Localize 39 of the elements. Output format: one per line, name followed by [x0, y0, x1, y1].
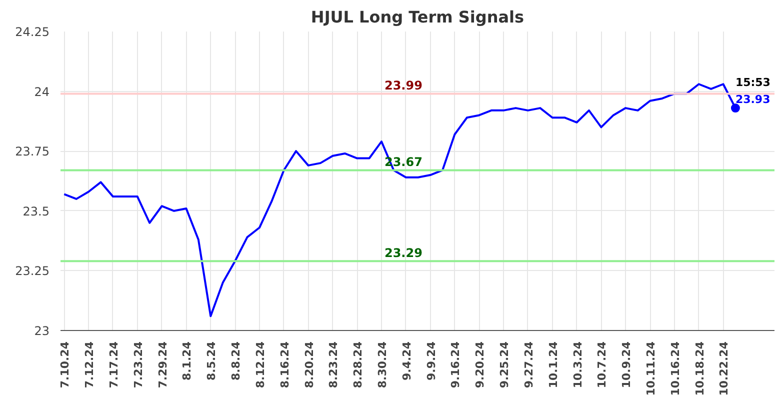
x-tick-label: 7.12.24 — [83, 341, 96, 388]
x-tick-label: 9.27.24 — [522, 341, 536, 388]
x-tick-label: 10.1.24 — [546, 341, 560, 388]
annotation: 23.93 — [735, 93, 770, 106]
annotation: 15:53 — [735, 76, 770, 90]
x-tick-label: 8.8.24 — [230, 341, 243, 380]
x-tick-label: 10.3.24 — [571, 341, 584, 388]
x-tick-label: 10.18.24 — [693, 341, 706, 396]
x-tick-label: 10.11.24 — [644, 341, 658, 396]
y-tick-label: 23.5 — [22, 204, 50, 218]
x-tick-label: 8.30.24 — [376, 341, 389, 388]
y-tick-label: 23.75 — [15, 144, 50, 159]
x-tick-label: 9.25.24 — [498, 341, 512, 388]
x-tick-label: 9.4.24 — [400, 341, 414, 380]
x-tick-label: 8.5.24 — [205, 341, 218, 380]
x-tick-label: 7.10.24 — [58, 341, 72, 388]
ref-line-label: 23.99 — [384, 78, 422, 93]
x-tick-label: 7.23.24 — [132, 341, 145, 388]
x-tick-label: 9.20.24 — [474, 341, 487, 388]
ref-line-label: 23.29 — [384, 246, 422, 260]
x-tick-label: 8.1.24 — [180, 341, 194, 380]
y-tick-label: 24.25 — [15, 25, 50, 39]
x-tick-label: 8.16.24 — [278, 341, 292, 388]
x-tick-label: 8.28.24 — [352, 341, 365, 388]
x-tick-label: 10.22.24 — [718, 341, 731, 396]
y-tick-label: 24 — [34, 84, 50, 99]
x-tick-label: 8.12.24 — [254, 341, 267, 388]
x-tick-label: 10.9.24 — [620, 341, 634, 388]
x-tick-label: 8.23.24 — [327, 341, 340, 388]
y-tick-label: 23 — [34, 324, 50, 338]
x-tick-label: 10.7.24 — [596, 341, 609, 388]
x-tick-label: 9.16.24 — [449, 341, 462, 388]
x-tick-label: 8.20.24 — [302, 341, 316, 388]
x-tick-label: 7.29.24 — [156, 341, 170, 388]
x-tick-label: 7.17.24 — [107, 341, 120, 388]
chart-title: HJUL Long Term Signals — [310, 8, 524, 26]
y-tick-label: 23.25 — [15, 264, 50, 278]
x-tick-label: 9.9.24 — [424, 341, 438, 380]
x-tick-label: 10.16.24 — [668, 341, 682, 396]
